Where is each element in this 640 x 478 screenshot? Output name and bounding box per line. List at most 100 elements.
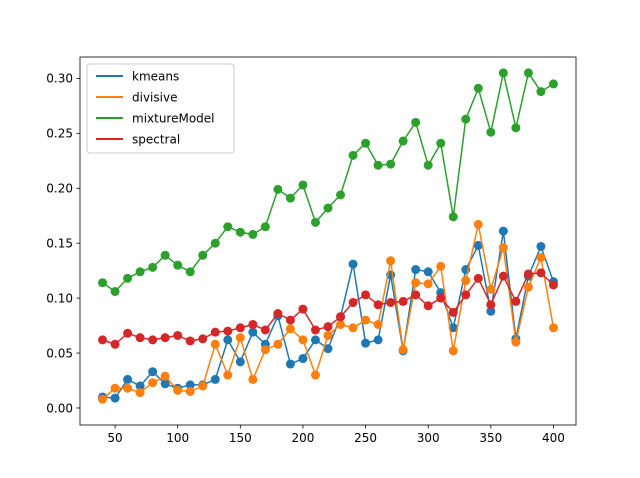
legend-label-mixtureModel: mixtureModel (132, 111, 215, 125)
data-point-kmeans (361, 338, 371, 348)
data-point-mixtureModel (310, 217, 320, 227)
data-point-spectral (548, 280, 558, 290)
data-point-mixtureModel (386, 159, 396, 169)
y-tick-label: 0.15 (46, 236, 73, 250)
data-point-mixtureModel (110, 287, 120, 297)
data-point-kmeans (185, 380, 195, 390)
data-point-divisive (285, 324, 295, 334)
data-point-spectral (123, 328, 133, 338)
series-mixtureModel (98, 68, 558, 297)
data-point-spectral (248, 319, 258, 329)
data-point-mixtureModel (423, 160, 433, 170)
data-point-spectral (348, 298, 358, 308)
data-point-mixtureModel (361, 138, 371, 148)
data-point-spectral (448, 307, 458, 317)
data-point-spectral (110, 339, 120, 349)
data-point-divisive (548, 323, 558, 333)
data-point-mixtureModel (486, 127, 496, 137)
data-point-divisive (473, 220, 483, 230)
data-point-mixtureModel (461, 114, 471, 124)
data-point-mixtureModel (436, 138, 446, 148)
data-point-mixtureModel (273, 184, 283, 194)
data-point-mixtureModel (248, 229, 258, 239)
y-tick-label: 0.20 (46, 182, 73, 196)
data-point-kmeans (498, 226, 508, 236)
data-point-divisive (398, 345, 408, 355)
axes-frame (79, 56, 577, 426)
data-point-divisive (110, 383, 120, 393)
data-point-mixtureModel (398, 136, 408, 146)
y-tick-label: 0.00 (46, 401, 73, 415)
data-point-mixtureModel (548, 79, 558, 89)
data-point-spectral (135, 333, 145, 343)
data-point-divisive (486, 284, 496, 294)
data-point-divisive (135, 388, 145, 398)
data-point-divisive (235, 333, 245, 343)
data-point-kmeans (235, 357, 245, 367)
data-point-spectral (511, 296, 521, 306)
legend-label-kmeans: kmeans (132, 69, 179, 83)
legend: kmeans divisive mixtureModel spectral (86, 63, 235, 154)
series-divisive (98, 220, 558, 404)
data-point-divisive (123, 383, 133, 393)
data-point-spectral (436, 293, 446, 303)
data-point-divisive (323, 330, 333, 340)
data-point-divisive (511, 337, 521, 347)
data-point-spectral (536, 268, 546, 278)
data-point-mixtureModel (210, 238, 220, 248)
data-point-kmeans (373, 335, 383, 345)
y-tick-label: 0.30 (46, 72, 73, 86)
data-point-kmeans (486, 306, 496, 316)
data-point-mixtureModel (123, 273, 133, 283)
data-point-divisive (448, 346, 458, 356)
data-point-divisive (411, 278, 421, 288)
data-point-kmeans (248, 327, 258, 337)
data-point-kmeans (223, 335, 233, 345)
data-point-divisive (198, 381, 208, 391)
data-point-divisive (536, 252, 546, 262)
data-point-divisive (185, 387, 195, 396)
x-tick-label: 250 (354, 431, 377, 445)
data-point-divisive (298, 335, 308, 345)
data-point-spectral (486, 300, 496, 310)
data-point-spectral (98, 335, 108, 345)
data-point-spectral (423, 301, 433, 311)
data-point-kmeans (110, 393, 120, 403)
data-point-spectral (373, 300, 383, 310)
data-point-kmeans (411, 265, 421, 275)
data-point-spectral (298, 304, 308, 314)
data-point-kmeans (348, 259, 358, 269)
data-point-kmeans (310, 335, 320, 345)
data-point-mixtureModel (223, 222, 233, 232)
data-point-spectral (411, 290, 421, 300)
data-point-divisive (386, 256, 396, 266)
data-point-mixtureModel (98, 278, 108, 288)
data-point-spectral (473, 273, 483, 283)
data-point-mixtureModel (298, 180, 308, 190)
data-point-divisive (210, 339, 220, 349)
data-point-mixtureModel (185, 267, 195, 277)
data-point-kmeans (423, 267, 433, 277)
data-point-divisive (148, 378, 158, 388)
data-point-divisive (336, 319, 346, 329)
data-point-spectral (160, 333, 170, 343)
x-tick-label: 100 (166, 431, 189, 445)
data-point-mixtureModel (523, 68, 533, 78)
data-point-kmeans (536, 241, 546, 251)
data-point-mixtureModel (160, 250, 170, 260)
data-point-spectral (361, 290, 371, 300)
data-point-mixtureModel (285, 193, 295, 203)
data-point-mixtureModel (373, 160, 383, 170)
series-spectral (98, 268, 558, 349)
data-point-divisive (461, 276, 471, 286)
data-point-kmeans (210, 374, 220, 384)
data-point-spectral (386, 298, 396, 308)
data-point-divisive (348, 323, 358, 333)
data-point-mixtureModel (235, 227, 245, 237)
data-point-kmeans (123, 374, 133, 384)
data-point-divisive (361, 315, 371, 325)
data-point-spectral (285, 315, 295, 325)
data-point-kmeans (473, 240, 483, 250)
data-point-spectral (323, 322, 333, 332)
